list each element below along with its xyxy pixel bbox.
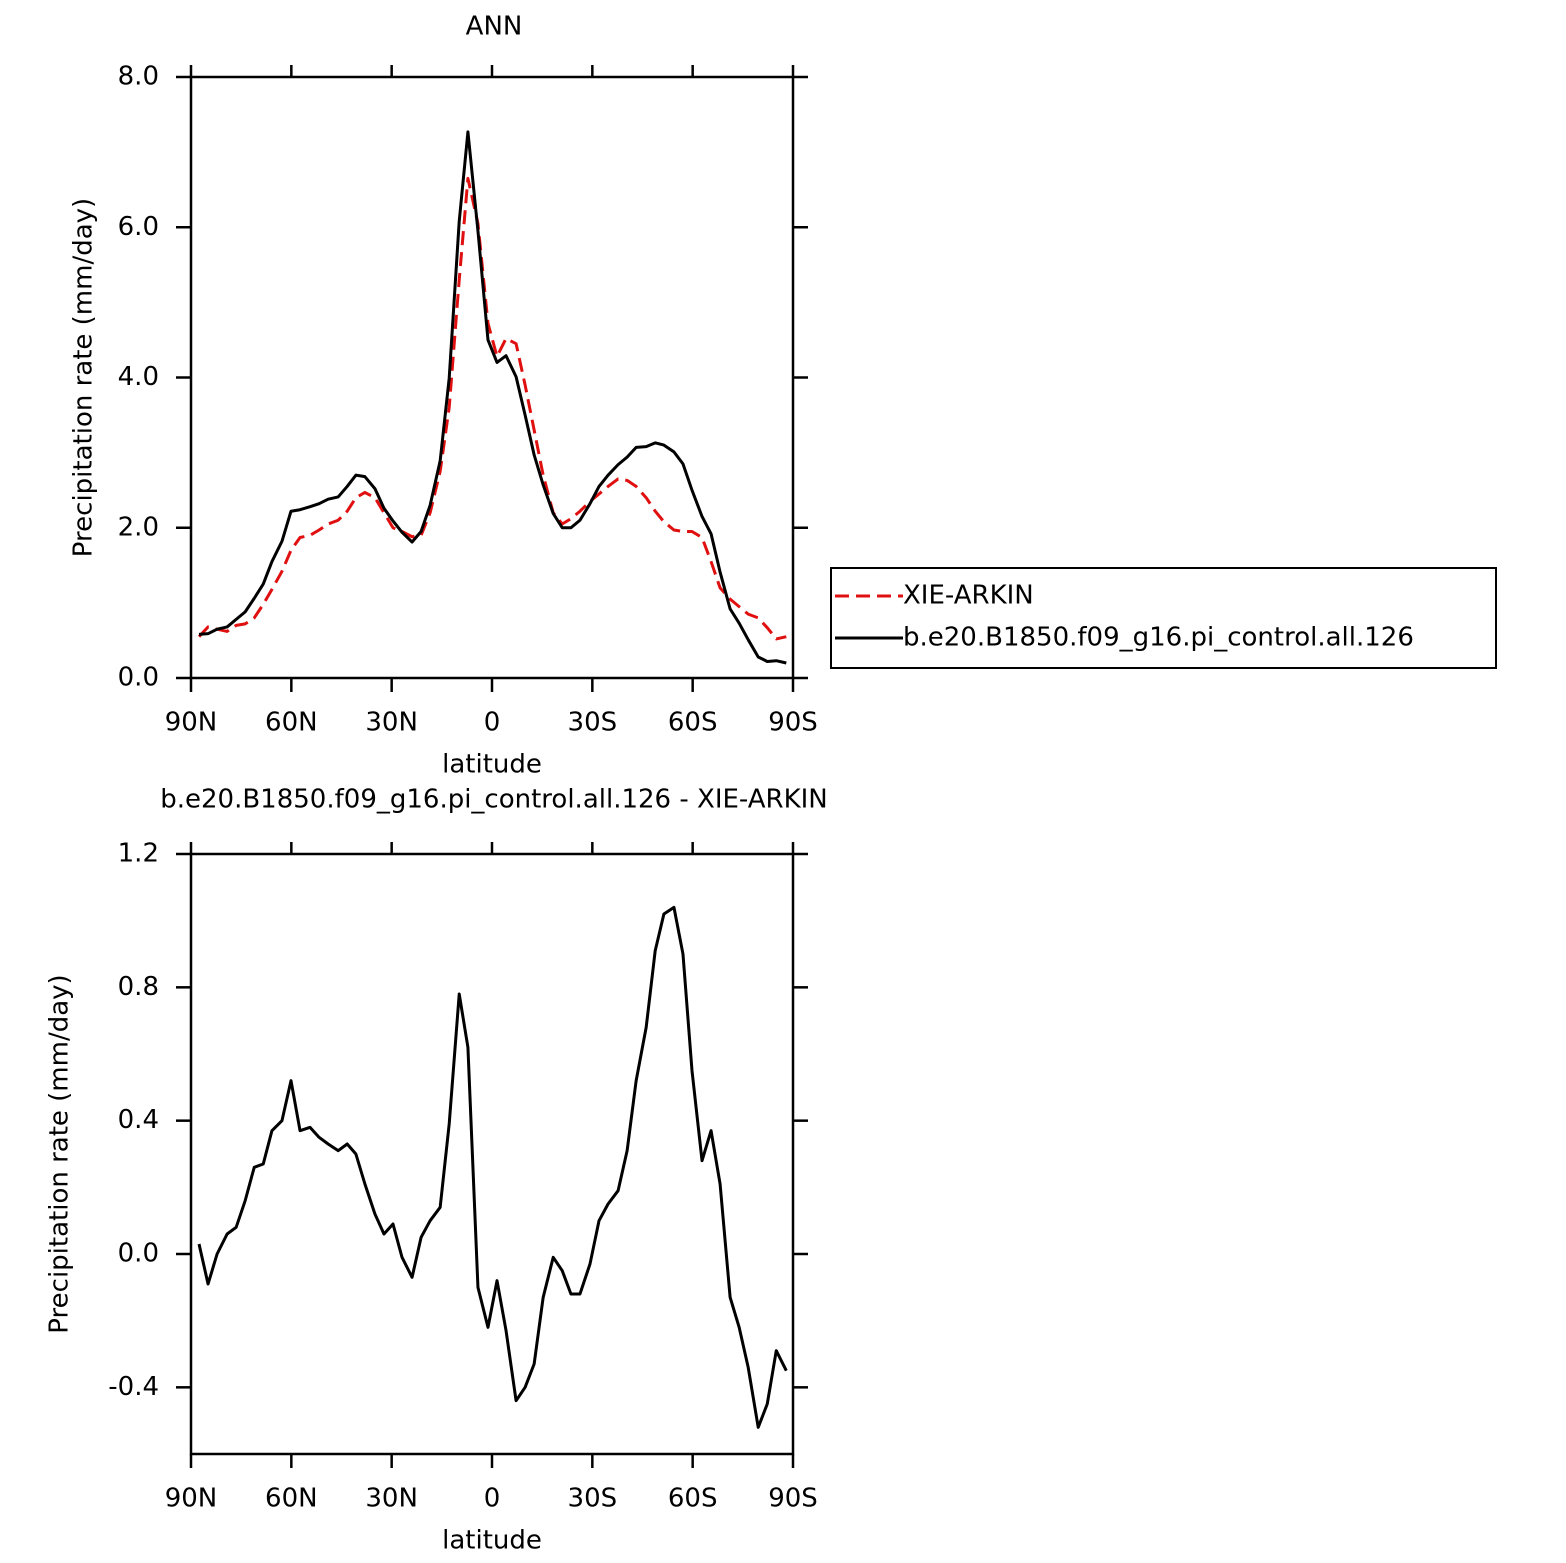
- y-tick-label: 4.0: [118, 362, 159, 392]
- x-tick-label: 0: [484, 708, 501, 738]
- y-tick-label: 0.4: [118, 1105, 159, 1135]
- x-tick-label: 90S: [768, 708, 818, 738]
- x-tick-label: 30S: [568, 708, 618, 738]
- x-tick-label: 30N: [365, 1484, 418, 1514]
- legend-label: b.e20.B1850.f09_g16.pi_control.all.126: [903, 623, 1414, 653]
- chart-title: b.e20.B1850.f09_g16.pi_control.all.126 -…: [160, 785, 828, 815]
- data-line: [197, 905, 788, 1429]
- data-line: [198, 130, 787, 665]
- y-tick-label: 6.0: [118, 212, 159, 242]
- x-tick-label: 30N: [365, 708, 418, 738]
- plot-frame: [189, 75, 795, 680]
- y-tick-label: 0.0: [118, 1239, 159, 1269]
- legend-box: [830, 567, 1497, 669]
- x-tick-label: 90N: [165, 708, 218, 738]
- x-tick-label: 30S: [568, 1484, 618, 1514]
- x-axis-label: latitude: [442, 1526, 542, 1556]
- y-tick-label: -0.4: [108, 1372, 159, 1402]
- x-tick-label: 60N: [265, 708, 318, 738]
- y-tick-label: 2.0: [118, 512, 159, 542]
- y-tick-label: 8.0: [118, 62, 159, 92]
- x-tick-label: 60S: [668, 708, 718, 738]
- x-tick-label: 90S: [768, 1484, 818, 1514]
- x-tick-label: 60N: [265, 1484, 318, 1514]
- x-tick-label: 90N: [165, 1484, 218, 1514]
- y-tick-label: 0.0: [118, 663, 159, 693]
- x-tick-label: 0: [484, 1484, 501, 1514]
- y-tick-label: 0.8: [118, 972, 159, 1002]
- chart-title: ANN: [466, 12, 523, 42]
- plot-frame: [189, 852, 795, 1456]
- legend-label: XIE-ARKIN: [903, 581, 1034, 611]
- y-axis-label: Precipitation rate (mm/day): [69, 198, 99, 557]
- y-tick-label: 1.2: [118, 839, 159, 869]
- data-line: [197, 176, 787, 641]
- y-axis-label: Precipitation rate (mm/day): [45, 974, 75, 1333]
- x-axis-label: latitude: [442, 750, 542, 780]
- x-tick-label: 60S: [668, 1484, 718, 1514]
